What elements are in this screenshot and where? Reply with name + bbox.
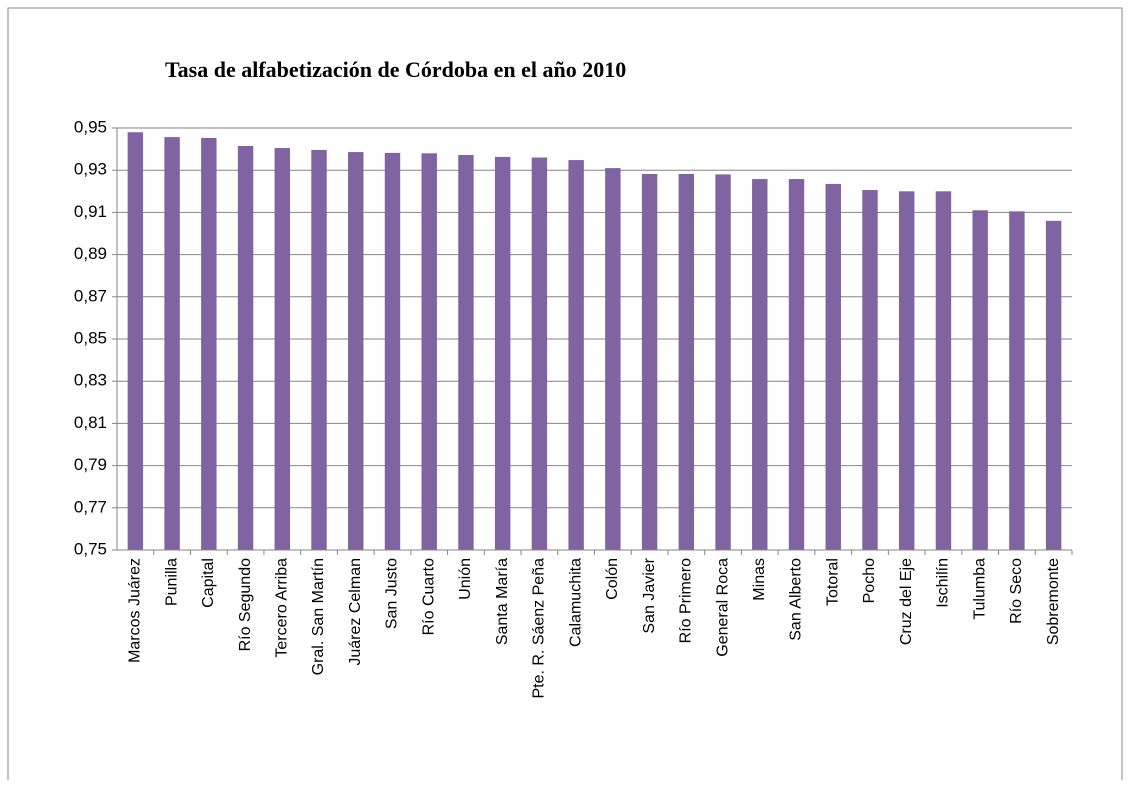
y-tick-label: 0,89 <box>74 244 107 263</box>
bar <box>311 149 327 550</box>
bar <box>898 191 915 551</box>
x-tick-label: Pocho <box>861 558 878 603</box>
y-tick-label: 0,87 <box>74 286 107 305</box>
x-tick-label: Sobremonte <box>1045 558 1062 645</box>
bar <box>127 132 144 550</box>
bar <box>788 179 805 550</box>
x-tick-label: Pte. R. Sáenz Peña <box>531 558 548 699</box>
bar <box>825 183 841 551</box>
bar <box>164 137 180 550</box>
x-tick-label: Río Segundo <box>237 558 254 652</box>
y-tick-label: 0,83 <box>74 371 107 390</box>
x-tick-label: Marcos Juárez <box>127 558 144 663</box>
bar <box>384 152 401 550</box>
bar <box>531 157 548 551</box>
bar <box>274 148 291 551</box>
chart-frame <box>7 7 1123 780</box>
bar <box>201 137 217 551</box>
bar <box>458 155 474 550</box>
y-tick-label: 0,95 <box>74 117 107 136</box>
x-tick-label: San Javier <box>641 557 658 633</box>
bar <box>678 173 695 551</box>
y-tick-label: 0,93 <box>74 160 107 179</box>
x-tick-label: San Justo <box>384 558 401 629</box>
y-tick-label: 0,75 <box>74 539 107 558</box>
y-tick-label: 0,77 <box>74 497 107 516</box>
bar <box>935 191 952 551</box>
bar <box>605 168 621 550</box>
x-tick-label: Colón <box>604 558 621 600</box>
y-tick-label: 0,81 <box>74 413 107 432</box>
x-tick-label: Río Cuarto <box>420 558 437 635</box>
x-tick-label: Río Seco <box>1008 558 1025 624</box>
x-tick-label: Gral. San Martín <box>310 558 327 675</box>
x-tick-label: Cruz del Eje <box>898 558 915 645</box>
bar <box>348 152 364 550</box>
x-tick-label: Tulumba <box>971 558 988 620</box>
x-tick-label: Ischilín <box>935 558 952 608</box>
chart-title: Tasa de alfabetización de Córdoba en el … <box>165 57 626 82</box>
x-tick-label: Calamuchita <box>567 558 584 647</box>
bar <box>862 190 878 550</box>
bar <box>752 179 768 550</box>
bar <box>1045 220 1062 550</box>
x-tick-label: Minas <box>751 558 768 601</box>
x-tick-label: Juárez Celman <box>347 558 364 666</box>
bar <box>715 174 731 551</box>
bar <box>421 153 437 550</box>
x-tick-label: Capital <box>200 558 217 608</box>
bar <box>494 156 511 551</box>
x-tick-label: General Roca <box>714 558 731 657</box>
x-tick-label: Tercero Arriba <box>274 558 291 658</box>
y-tick-label: 0,79 <box>74 455 107 474</box>
bar <box>237 145 254 550</box>
x-tick-label: Totoral <box>824 558 841 606</box>
y-tick-label: 0,91 <box>74 202 107 221</box>
x-tick-label: San Alberto <box>788 558 805 641</box>
bar <box>972 210 988 551</box>
bar <box>1009 211 1025 550</box>
bar <box>568 160 584 550</box>
x-tick-label: Unión <box>457 558 474 600</box>
y-tick-label: 0,85 <box>74 328 107 347</box>
x-tick-label: Río Primero <box>678 558 695 643</box>
bar <box>641 173 658 551</box>
x-tick-label: Punilla <box>163 558 180 606</box>
x-tick-label: Santa María <box>494 558 511 645</box>
